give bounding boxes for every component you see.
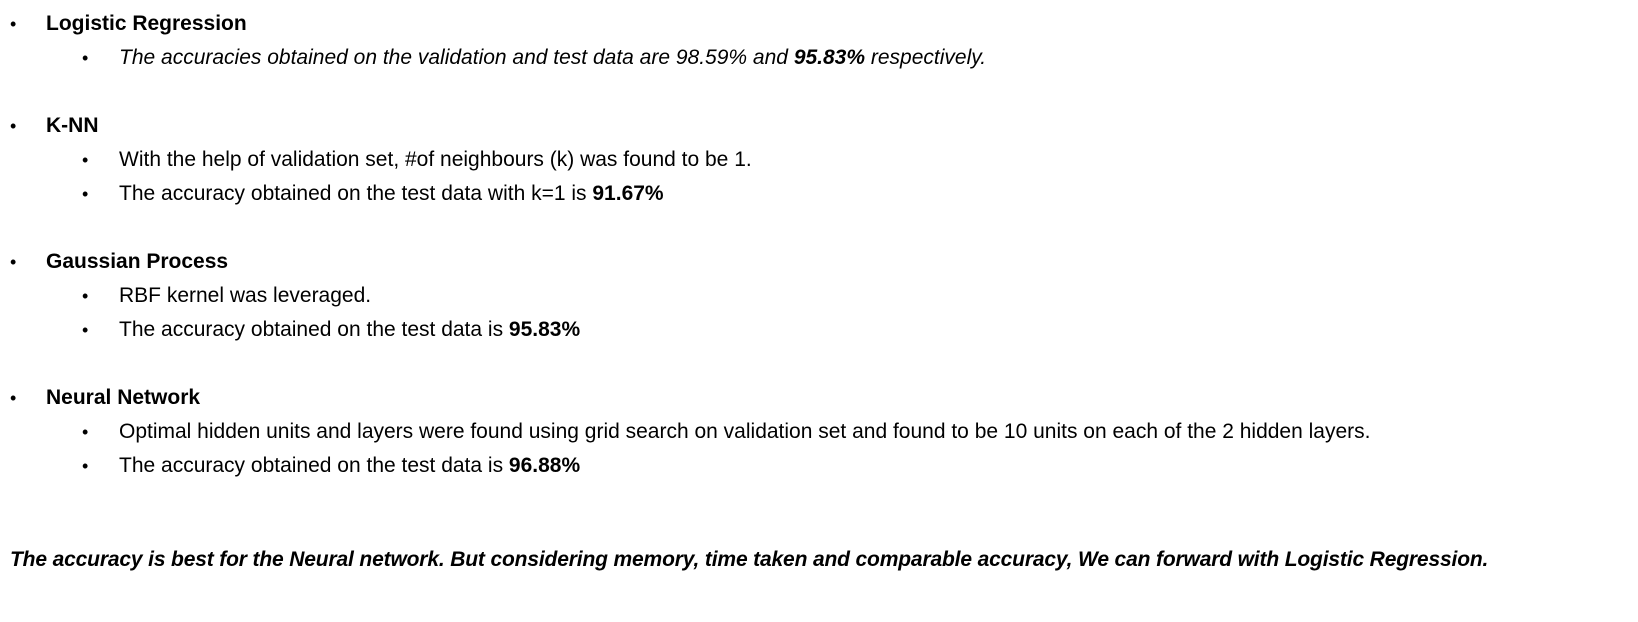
bullet-icon: • [82,422,89,442]
list-item: • The accuracy obtained on the test data… [0,177,1638,211]
bullet-icon: • [82,320,89,340]
section-gaussian-process: • Gaussian Process • RBF kernel was leve… [0,245,1638,347]
section-heading: Neural Network [46,386,201,409]
accuracy-value: 95.83% [793,46,866,69]
list-item-text: The accuracies obtained on the validatio… [119,41,986,75]
list-item-text: RBF kernel was leveraged. [119,284,372,307]
list-item-text-pre: The accuracy obtained on the test data i… [119,454,509,477]
conclusion-text: The accuracy is best for the Neural netw… [10,548,1489,571]
section-heading-row: • Neural Network [0,381,1638,415]
section-logistic-regression: • Logistic Regression • The accuracies o… [0,7,1638,75]
list-item: • The accuracies obtained on the validat… [0,41,1638,75]
list-item-text-pre: The accuracy obtained on the test data w… [119,182,593,205]
list-item: • With the help of validation set, #of n… [0,143,1638,177]
list-item: • The accuracy obtained on the test data… [0,449,1638,483]
section-heading: Gaussian Process [46,250,229,273]
list-item-text-post: respectively. [865,46,987,69]
list-item-text: The accuracy obtained on the test data i… [119,449,580,483]
bullet-icon: • [10,14,17,34]
bullet-icon: • [10,252,17,272]
bullet-icon: • [82,456,89,476]
list-item: • RBF kernel was leveraged. [0,279,1638,313]
section-heading: K-NN [46,114,99,137]
section-heading-row: • Logistic Regression [0,7,1638,41]
accuracy-value: 91.67% [592,182,664,205]
bullet-icon: • [10,388,17,408]
list-item-text-pre: The accuracies obtained on the validatio… [119,46,794,69]
list-item: • Optimal hidden units and layers were f… [0,415,1638,449]
accuracy-value: 96.88% [508,454,581,477]
bullet-icon: • [82,184,89,204]
list-item-text: Optimal hidden units and layers were fou… [119,420,1371,443]
bullet-icon: • [82,48,89,68]
accuracy-value: 95.83% [508,318,581,341]
section-heading: Logistic Regression [46,12,247,35]
list-item-text: The accuracy obtained on the test data w… [119,177,664,211]
list-item-text-pre: The accuracy obtained on the test data i… [119,318,509,341]
section-neural-network: • Neural Network • Optimal hidden units … [0,381,1638,483]
section-heading-row: • K-NN [0,109,1638,143]
bullet-icon: • [10,116,17,136]
section-knn: • K-NN • With the help of validation set… [0,109,1638,211]
list-item-text: The accuracy obtained on the test data i… [119,313,580,347]
list-item: • The accuracy obtained on the test data… [0,313,1638,347]
bullet-icon: • [82,150,89,170]
bullet-icon: • [82,286,89,306]
list-item-text: With the help of validation set, #of nei… [119,148,752,171]
section-heading-row: • Gaussian Process [0,245,1638,279]
